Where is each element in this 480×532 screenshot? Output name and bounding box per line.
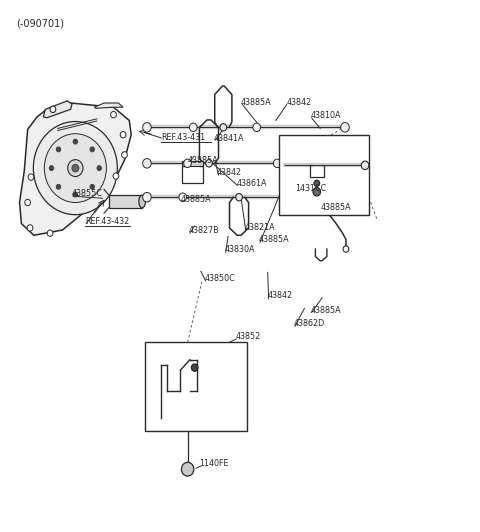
Text: 43810A: 43810A bbox=[311, 111, 341, 120]
Text: 43885A: 43885A bbox=[180, 195, 211, 204]
Circle shape bbox=[184, 159, 192, 168]
Circle shape bbox=[121, 152, 127, 158]
Circle shape bbox=[73, 139, 77, 144]
Text: 1431CC: 1431CC bbox=[295, 184, 326, 193]
Circle shape bbox=[274, 159, 281, 168]
Circle shape bbox=[56, 185, 60, 189]
Polygon shape bbox=[20, 103, 131, 235]
Circle shape bbox=[25, 200, 31, 206]
Text: 43855C: 43855C bbox=[72, 189, 103, 198]
Circle shape bbox=[220, 123, 227, 131]
Circle shape bbox=[181, 462, 194, 476]
Circle shape bbox=[68, 160, 83, 177]
Circle shape bbox=[253, 123, 261, 131]
Circle shape bbox=[50, 106, 56, 113]
Text: 43885A: 43885A bbox=[259, 235, 290, 244]
Text: 43821A: 43821A bbox=[245, 222, 276, 231]
Text: 43885A: 43885A bbox=[311, 306, 341, 315]
Circle shape bbox=[90, 185, 95, 189]
Circle shape bbox=[192, 364, 198, 371]
Circle shape bbox=[73, 192, 77, 197]
Text: 43861A: 43861A bbox=[236, 179, 267, 188]
Circle shape bbox=[34, 121, 117, 215]
Circle shape bbox=[361, 161, 369, 170]
Circle shape bbox=[343, 246, 349, 252]
Circle shape bbox=[113, 173, 119, 179]
Text: 43827B: 43827B bbox=[189, 226, 219, 235]
Bar bbox=[144, 342, 247, 431]
Circle shape bbox=[27, 225, 33, 231]
Circle shape bbox=[143, 193, 151, 202]
Circle shape bbox=[314, 180, 320, 187]
Text: 43841A: 43841A bbox=[214, 134, 244, 143]
Circle shape bbox=[97, 165, 101, 170]
Circle shape bbox=[350, 193, 359, 202]
Text: 1140FE: 1140FE bbox=[199, 459, 229, 468]
Circle shape bbox=[28, 174, 34, 180]
Circle shape bbox=[205, 160, 212, 167]
Polygon shape bbox=[182, 161, 203, 166]
Circle shape bbox=[56, 147, 60, 152]
Bar bbox=[279, 135, 369, 215]
Text: 43885A: 43885A bbox=[188, 156, 218, 165]
Circle shape bbox=[143, 122, 151, 132]
Polygon shape bbox=[95, 103, 123, 109]
Circle shape bbox=[179, 193, 187, 202]
Text: 43842: 43842 bbox=[217, 168, 242, 177]
Text: 43842: 43842 bbox=[287, 98, 312, 107]
Circle shape bbox=[72, 164, 79, 172]
Text: 43830A: 43830A bbox=[225, 245, 255, 254]
Circle shape bbox=[90, 147, 95, 152]
Text: 43885A: 43885A bbox=[241, 98, 272, 107]
Circle shape bbox=[190, 123, 197, 131]
Polygon shape bbox=[43, 101, 72, 118]
Ellipse shape bbox=[139, 195, 145, 208]
Circle shape bbox=[350, 159, 359, 168]
Polygon shape bbox=[109, 195, 142, 208]
Text: REF.43-432: REF.43-432 bbox=[85, 217, 129, 226]
Text: 43842: 43842 bbox=[268, 292, 293, 301]
Text: 43885A: 43885A bbox=[320, 203, 351, 212]
Circle shape bbox=[44, 134, 107, 203]
Text: (-090701): (-090701) bbox=[16, 18, 64, 28]
Text: 43850C: 43850C bbox=[204, 274, 235, 283]
Text: 43852: 43852 bbox=[235, 332, 261, 341]
Text: REF.43-431: REF.43-431 bbox=[161, 132, 205, 142]
Circle shape bbox=[120, 131, 126, 138]
Circle shape bbox=[49, 165, 54, 170]
Circle shape bbox=[111, 112, 116, 118]
Circle shape bbox=[313, 188, 321, 196]
Text: 43862D: 43862D bbox=[293, 319, 324, 328]
Circle shape bbox=[236, 194, 242, 201]
Circle shape bbox=[47, 230, 53, 236]
Circle shape bbox=[143, 159, 151, 168]
Circle shape bbox=[341, 122, 349, 132]
Circle shape bbox=[327, 193, 335, 202]
